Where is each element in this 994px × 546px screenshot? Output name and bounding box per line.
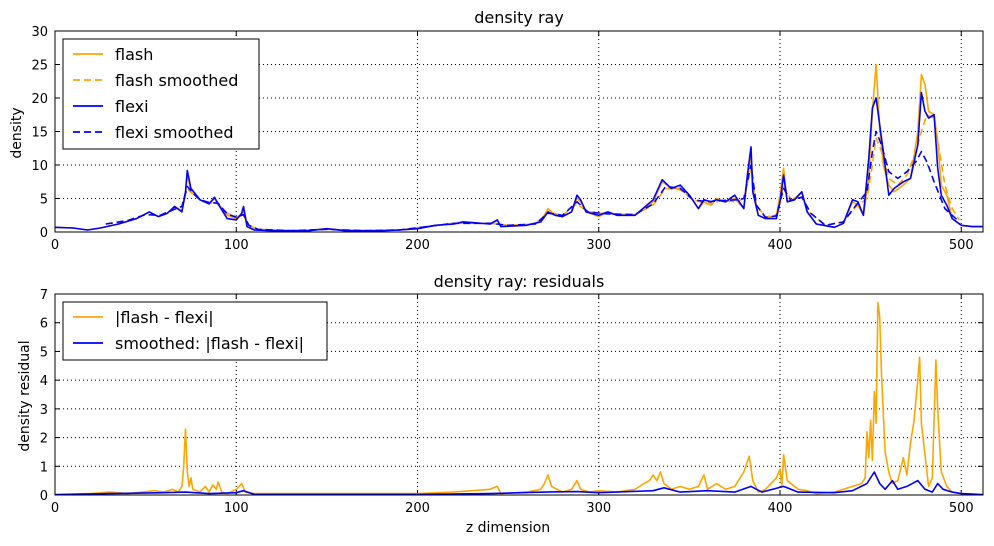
density-ray-panel: density ray density 0 100 200 300 400 500 0 5 1… bbox=[9, 8, 984, 253]
y-tick-label: 7 bbox=[40, 288, 48, 303]
x-axis-label: z dimension bbox=[466, 520, 550, 536]
x-tick-label: 0 bbox=[51, 501, 59, 516]
x-tick-label: 0 bbox=[51, 238, 59, 253]
legend-box bbox=[62, 301, 328, 361]
y-tick-label: 6 bbox=[40, 317, 48, 332]
y-tick-label: 4 bbox=[40, 374, 48, 389]
legend-label: flash bbox=[115, 45, 153, 64]
density-residuals-panel: density ray: residuals density residual … bbox=[17, 272, 984, 536]
panel-title: density ray: residuals bbox=[434, 272, 605, 291]
x-tick-label: 300 bbox=[586, 238, 611, 253]
y-axis-label: density residual bbox=[17, 340, 33, 451]
x-tick-label: 100 bbox=[224, 501, 249, 516]
y-axis-label: density bbox=[9, 107, 25, 158]
x-tick-label: 300 bbox=[586, 501, 611, 516]
series-lines bbox=[55, 301, 983, 495]
y-tick-label: 2 bbox=[40, 432, 48, 447]
y-tick-label: 3 bbox=[40, 403, 48, 418]
y-tick-label: 0 bbox=[40, 226, 48, 241]
y-tick-labels: 0 1 2 3 4 5 6 7 bbox=[40, 288, 48, 504]
y-tick-label: 5 bbox=[40, 345, 48, 360]
y-tick-label: 5 bbox=[40, 193, 48, 208]
x-tick-label: 500 bbox=[949, 238, 974, 253]
legend-label: smoothed: |flash - flexi| bbox=[115, 334, 304, 353]
x-tick-labels: 0 100 200 300 400 500 bbox=[51, 501, 974, 516]
y-tick-label: 0 bbox=[40, 489, 48, 504]
x-tick-labels: 0 100 200 300 400 500 bbox=[51, 238, 974, 253]
y-tick-label: 30 bbox=[31, 25, 48, 40]
y-tick-label: 15 bbox=[31, 126, 48, 141]
plot-frame bbox=[54, 30, 984, 233]
series-line-smoothed-flash-flexi- bbox=[55, 471, 983, 495]
legend-label: flexi smoothed bbox=[115, 123, 234, 142]
series-lines bbox=[55, 63, 983, 232]
x-tick-label: 400 bbox=[768, 501, 793, 516]
x-tick-label: 200 bbox=[405, 501, 430, 516]
legend-box bbox=[62, 38, 260, 150]
x-tick-label: 100 bbox=[224, 238, 249, 253]
legend-label: flash smoothed bbox=[115, 71, 238, 90]
x-tick-label: 200 bbox=[405, 238, 430, 253]
legend-label: |flash - flexi| bbox=[115, 308, 214, 327]
y-tick-labels: 0 5 10 15 20 25 30 bbox=[31, 25, 48, 241]
legend: |flash - flexi| smoothed: |flash - flexi| bbox=[62, 301, 328, 361]
panel-title: density ray bbox=[474, 8, 564, 27]
y-tick-label: 10 bbox=[31, 159, 48, 174]
y-tick-label: 25 bbox=[31, 59, 48, 74]
legend-label: flexi bbox=[115, 97, 149, 116]
legend: flash flash smoothed flexi flexi smoothed bbox=[62, 38, 260, 150]
x-tick-label: 500 bbox=[949, 501, 974, 516]
plot-frame bbox=[54, 293, 984, 496]
series-line-flexi-smoothed bbox=[105, 130, 960, 232]
y-tick-label: 1 bbox=[40, 460, 48, 475]
x-tick-label: 400 bbox=[768, 238, 793, 253]
y-tick-label: 20 bbox=[31, 92, 48, 107]
